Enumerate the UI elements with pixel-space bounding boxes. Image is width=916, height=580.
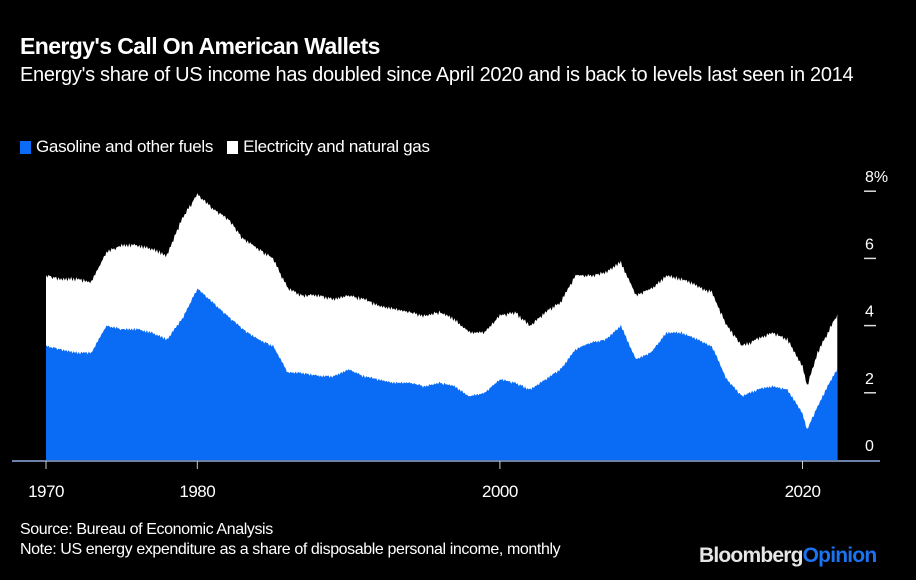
y-tick-label: 8%: [865, 169, 888, 186]
x-axis: 1970 1980 2000 2020: [12, 460, 880, 501]
y-tick-label: 0: [865, 438, 874, 455]
legend-swatch-electricity: [227, 140, 239, 154]
x-tick-label: 2000: [482, 482, 518, 501]
area-gasoline-and-other-fuels: [46, 288, 838, 460]
logo-opinion: Opinion: [802, 544, 878, 567]
legend-item-gasoline: Gasoline and other fuels: [20, 137, 213, 157]
legend: Gasoline and other fuels Electricity and…: [20, 137, 444, 157]
bloomberg-opinion-logo: BloombergOpinion: [699, 544, 878, 568]
methodology-note: Note: US energy expenditure as a share o…: [20, 541, 561, 558]
legend-item-electricity: Electricity and natural gas: [227, 137, 430, 157]
x-tick-label: 2020: [785, 482, 821, 501]
legend-swatch-gasoline: [20, 140, 31, 154]
source-note: Source: Bureau of Economic Analysis: [20, 521, 273, 538]
y-tick-label: 2: [865, 371, 874, 388]
chart-subtitle: Energy's share of US income has doubled …: [20, 64, 854, 86]
legend-label-gasoline: Gasoline and other fuels: [36, 137, 214, 156]
y-tick-label: 6: [865, 236, 874, 253]
areas-group: [46, 193, 838, 460]
x-tick-label: 1970: [28, 482, 64, 501]
logo-bloomberg: Bloomberg: [699, 544, 803, 567]
y-axis: 0 2 4 6 8%: [864, 169, 888, 455]
footer: Source: Bureau of Economic Analysis Note…: [20, 520, 561, 560]
legend-label-electricity: Electricity and natural gas: [243, 137, 430, 156]
y-tick-label: 4: [865, 304, 874, 321]
chart-title: Energy's Call On American Wallets: [20, 33, 380, 59]
x-tick-label: 1980: [179, 482, 215, 501]
